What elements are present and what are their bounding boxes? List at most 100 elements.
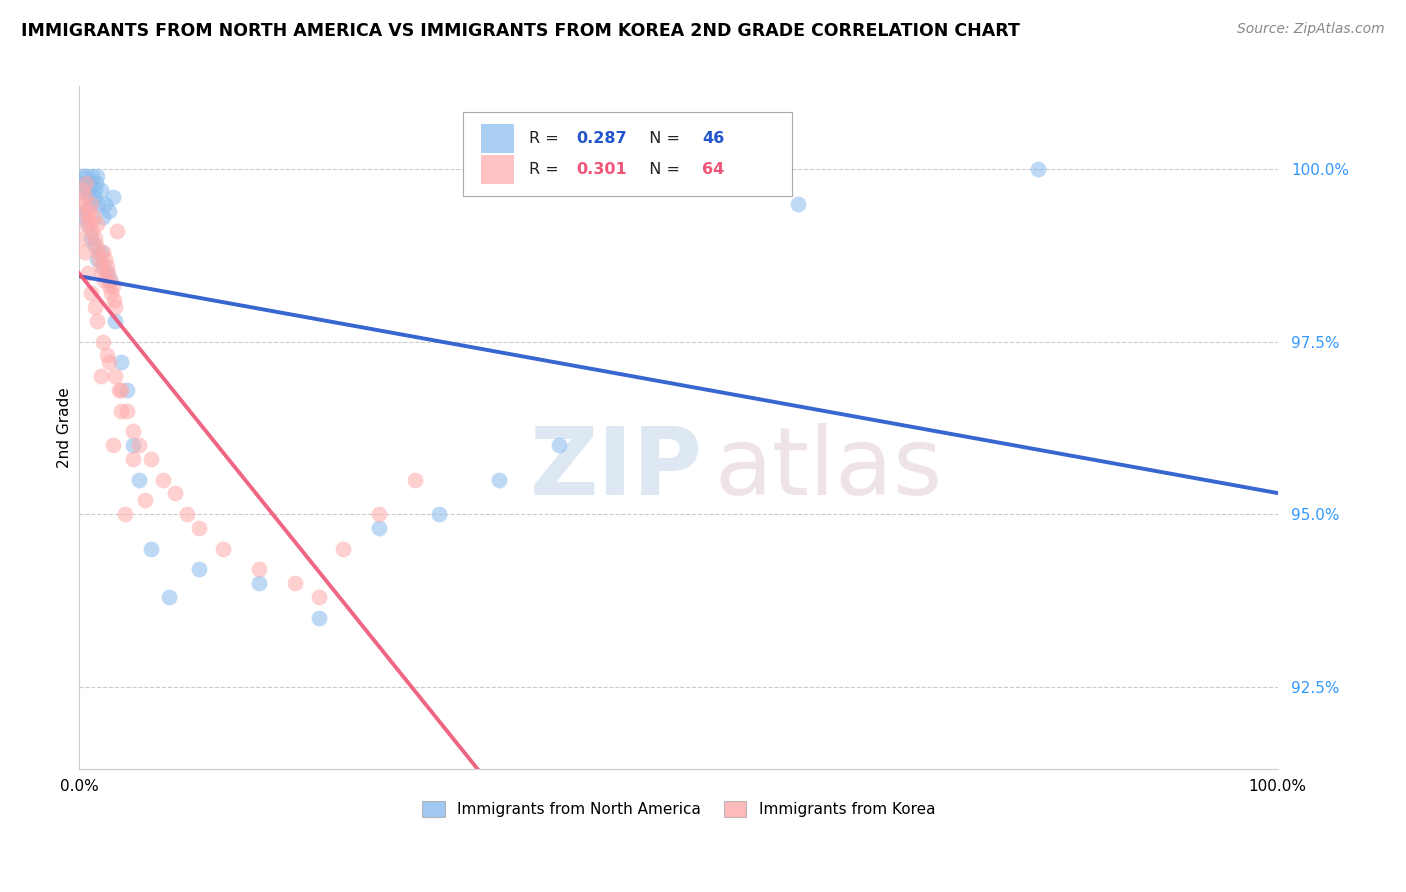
Point	[90, 259, 112, 273]
Point	[122, 451, 145, 466]
Point	[128, 473, 150, 487]
Point	[86, 252, 108, 266]
Point	[86, 169, 108, 183]
Point	[75, 176, 97, 190]
Point	[70, 196, 93, 211]
Point	[91, 211, 114, 225]
Text: N =: N =	[638, 162, 685, 178]
Point	[152, 473, 174, 487]
Point	[247, 576, 270, 591]
Point	[75, 217, 97, 231]
Point	[284, 576, 307, 591]
Point	[98, 279, 121, 293]
Point	[97, 266, 120, 280]
Point	[404, 473, 426, 487]
Point	[72, 211, 94, 225]
Point	[163, 486, 186, 500]
Point	[115, 403, 138, 417]
Point	[82, 224, 104, 238]
Point	[110, 383, 132, 397]
Point	[90, 266, 112, 280]
Point	[332, 541, 354, 556]
Point	[72, 183, 94, 197]
Point	[87, 196, 110, 211]
Point	[72, 169, 94, 183]
Point	[101, 438, 124, 452]
Point	[188, 521, 211, 535]
Point	[212, 541, 235, 556]
Point	[110, 355, 132, 369]
Point	[75, 176, 97, 190]
Text: R =: R =	[529, 162, 564, 178]
Text: 64: 64	[703, 162, 724, 178]
Point	[80, 231, 103, 245]
Point	[84, 238, 107, 252]
Point	[83, 231, 105, 245]
Point	[77, 183, 100, 197]
Point	[79, 176, 101, 190]
Text: R =: R =	[529, 131, 564, 145]
Point	[367, 521, 389, 535]
FancyBboxPatch shape	[463, 112, 792, 195]
Point	[76, 211, 98, 225]
Point	[247, 562, 270, 576]
Point	[122, 424, 145, 438]
Point	[188, 562, 211, 576]
Point	[83, 300, 105, 314]
Point	[82, 169, 104, 183]
Point	[75, 190, 97, 204]
Point	[134, 493, 156, 508]
Point	[157, 590, 180, 604]
Text: IMMIGRANTS FROM NORTH AMERICA VS IMMIGRANTS FROM KOREA 2ND GRADE CORRELATION CHA: IMMIGRANTS FROM NORTH AMERICA VS IMMIGRA…	[21, 22, 1019, 40]
Point	[79, 217, 101, 231]
Point	[547, 438, 569, 452]
Point	[139, 451, 162, 466]
Point	[98, 272, 121, 286]
Point	[76, 190, 98, 204]
Point	[96, 266, 118, 280]
Point	[427, 507, 450, 521]
Point	[94, 252, 117, 266]
Point	[77, 203, 100, 218]
Point	[308, 590, 330, 604]
Point	[75, 244, 97, 259]
Point	[80, 196, 103, 211]
Point	[83, 238, 105, 252]
Point	[86, 314, 108, 328]
Point	[89, 252, 111, 266]
Point	[75, 203, 97, 218]
Text: 46: 46	[703, 131, 724, 145]
Legend: Immigrants from North America, Immigrants from Korea: Immigrants from North America, Immigrant…	[416, 795, 941, 823]
Point	[91, 334, 114, 349]
Point	[101, 279, 124, 293]
Point	[1026, 162, 1049, 177]
Point	[98, 355, 121, 369]
Point	[80, 196, 103, 211]
Point	[72, 231, 94, 245]
Point	[488, 473, 510, 487]
Point	[90, 183, 112, 197]
Text: ZIP: ZIP	[530, 423, 703, 515]
FancyBboxPatch shape	[481, 155, 515, 184]
Point	[107, 224, 129, 238]
Text: atlas: atlas	[714, 423, 942, 515]
Point	[101, 190, 124, 204]
Point	[176, 507, 198, 521]
Point	[83, 211, 105, 225]
Point	[115, 383, 138, 397]
Point	[122, 438, 145, 452]
Point	[93, 272, 115, 286]
Point	[114, 507, 136, 521]
Point	[100, 286, 122, 301]
Point	[98, 272, 121, 286]
Point	[91, 259, 114, 273]
Point	[107, 383, 129, 397]
Point	[103, 293, 125, 308]
Point	[87, 244, 110, 259]
Point	[86, 217, 108, 231]
Text: Source: ZipAtlas.com: Source: ZipAtlas.com	[1237, 22, 1385, 37]
Point	[104, 369, 127, 384]
Point	[110, 403, 132, 417]
Point	[83, 183, 105, 197]
Point	[104, 300, 127, 314]
